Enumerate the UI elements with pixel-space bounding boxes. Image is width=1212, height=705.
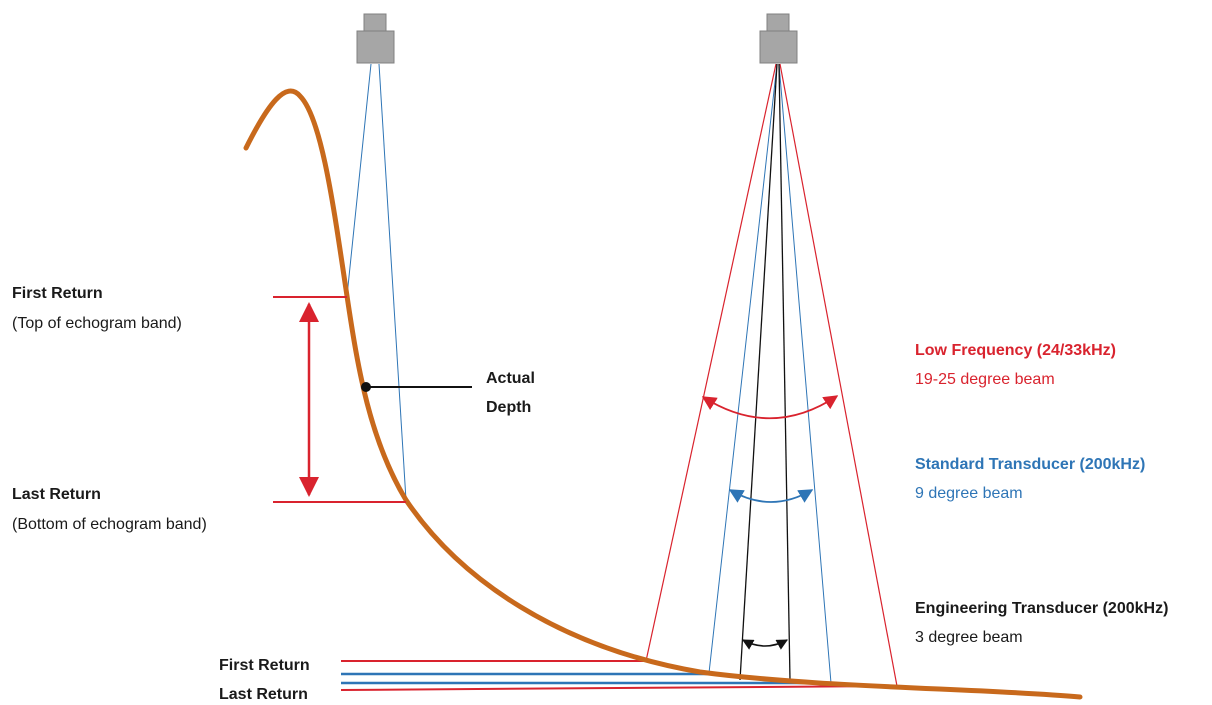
actual-depth-label-line1: Actual: [486, 370, 535, 387]
engineering-angle-arc: [742, 639, 788, 650]
left-return-markers: [273, 296, 406, 503]
seabed-profile-line: [243, 88, 1083, 700]
low-frequency-title: Low Frequency (24/33kHz): [915, 342, 1116, 359]
standard-angle-arc: [728, 489, 814, 503]
bottom-first-return-label: First Return: [219, 657, 310, 674]
first-return-title: First Return: [12, 285, 103, 302]
left-beam: [346, 63, 407, 501]
engineering-beam: [739, 63, 791, 681]
actual-depth-pointer: [361, 382, 472, 392]
right-transducer-icon: [759, 13, 798, 64]
first-return-subtitle: (Top of echogram band): [12, 315, 182, 332]
low-frequency-beam: [645, 63, 898, 687]
last-return-title: Last Return: [12, 486, 101, 503]
engineering-transducer-subtitle: 3 degree beam: [915, 629, 1023, 646]
left-transducer-icon: [356, 13, 395, 64]
low-frequency-angle-arc: [701, 395, 839, 420]
last-return-subtitle: (Bottom of echogram band): [12, 516, 207, 533]
standard-transducer-title: Standard Transducer (200kHz): [915, 456, 1146, 473]
bottom-return-lines: [340, 660, 898, 691]
standard-beam: [708, 63, 832, 684]
low-frequency-subtitle: 19-25 degree beam: [915, 371, 1055, 388]
standard-transducer-subtitle: 9 degree beam: [915, 485, 1023, 502]
actual-depth-label-line2: Depth: [486, 399, 532, 416]
bottom-last-return-label: Last Return: [219, 686, 308, 703]
engineering-transducer-title: Engineering Transducer (200kHz): [915, 600, 1169, 617]
